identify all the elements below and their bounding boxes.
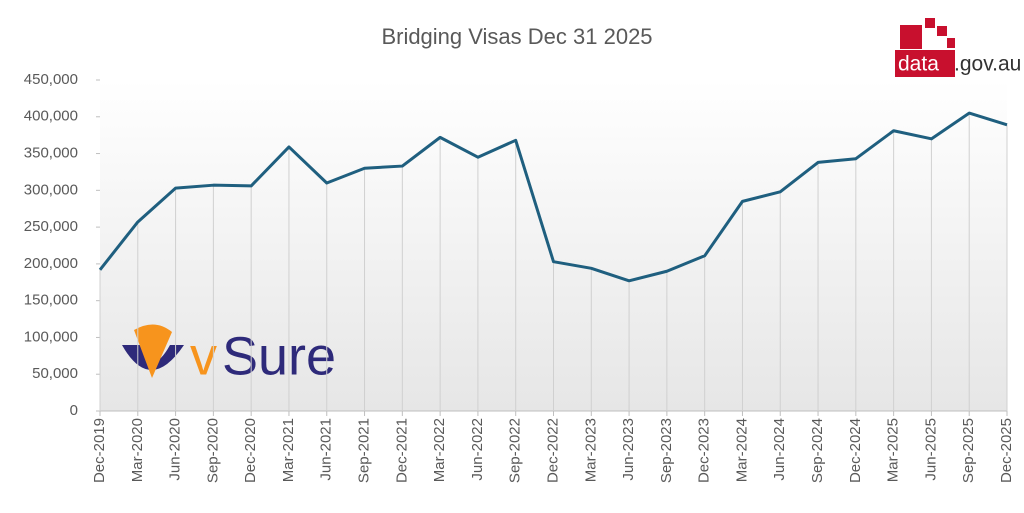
y-tick-label: 300,000 [24, 181, 78, 198]
x-tick-label: Mar-2020 [129, 418, 146, 482]
x-tick-label: Mar-2024 [733, 418, 750, 482]
logo-text: Sure [222, 326, 336, 386]
x-tick-label: Dec-2023 [696, 418, 713, 483]
x-tick-label: Mar-2025 [885, 418, 902, 482]
y-tick-label: 350,000 [24, 145, 78, 162]
x-tick-label: Mar-2021 [280, 418, 297, 482]
logo-shape [134, 324, 172, 378]
x-tick-label: Sep-2022 [507, 418, 524, 483]
data-gov-logo: data .gov.au [895, 18, 1021, 77]
x-tick-label: Dec-2019 [91, 418, 108, 483]
y-tick-label: 400,000 [24, 108, 78, 125]
x-tick-label: Sep-2023 [658, 418, 675, 483]
logo-block [937, 26, 947, 36]
y-tick-label: 200,000 [24, 255, 78, 272]
line-series [98, 111, 1008, 283]
logo-block [900, 25, 922, 49]
x-tick-label: Mar-2023 [582, 418, 599, 482]
x-tick-label: Sep-2021 [356, 418, 373, 483]
y-tick-label: 250,000 [24, 218, 78, 235]
y-tick-label: 50,000 [32, 365, 78, 382]
x-tick-label: Sep-2024 [809, 418, 826, 483]
logo-block [925, 18, 935, 28]
logo-block [947, 38, 955, 48]
x-tick-label: Dec-2024 [847, 418, 864, 483]
logo-text: .gov.au [954, 53, 1021, 76]
x-tick-label: Jun-2022 [469, 418, 486, 481]
chart-title: Bridging Visas Dec 31 2025 [381, 24, 652, 49]
y-tick-label: 100,000 [24, 328, 78, 345]
y-tick-label: 0 [70, 402, 78, 419]
x-tick-label: Jun-2025 [922, 418, 939, 481]
x-tick-label: Jun-2023 [620, 418, 637, 481]
vsure-logo: v Sure [122, 324, 336, 386]
x-tick-label: Dec-2022 [544, 418, 561, 483]
x-tick-label: Mar-2022 [431, 418, 448, 482]
x-tick-label: Jun-2021 [318, 418, 335, 481]
x-tick-label: Sep-2020 [204, 418, 221, 483]
x-tick-label: Jun-2020 [167, 418, 184, 481]
logo-block [895, 50, 955, 77]
logo-text: data [898, 53, 939, 76]
x-tick-label: Sep-2025 [960, 418, 977, 483]
x-tick-label: Jun-2024 [771, 418, 788, 481]
y-tick-label: 450,000 [24, 71, 78, 88]
x-tick-label: Dec-2021 [393, 418, 410, 483]
x-tick-label: Dec-2025 [998, 418, 1015, 483]
x-tick-label: Dec-2020 [242, 418, 259, 483]
y-tick-label: 150,000 [24, 292, 78, 309]
logo-text: v [190, 326, 217, 386]
